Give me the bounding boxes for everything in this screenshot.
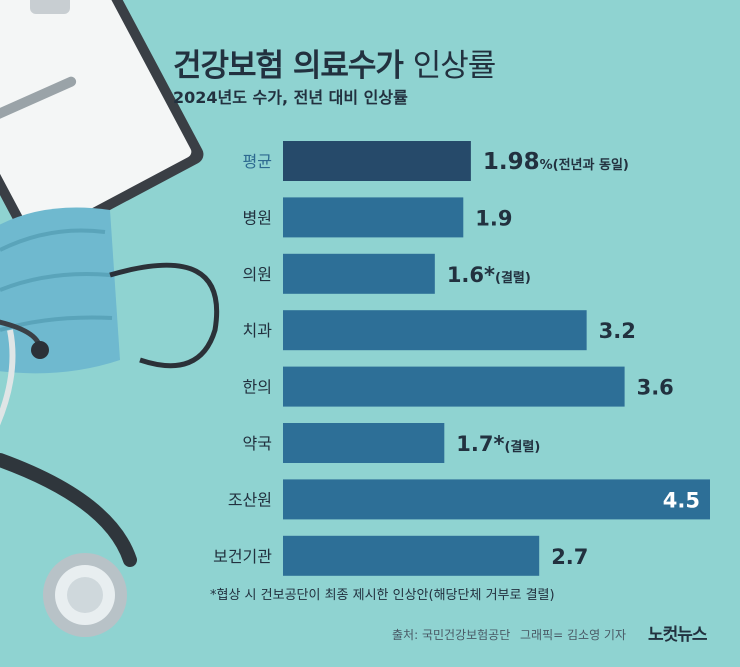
bar	[283, 423, 445, 463]
category-label: 약국	[243, 434, 272, 453]
category-label: 조산원	[228, 490, 272, 509]
clipboard-icon	[0, 0, 204, 249]
chart-subtitle: 2024년도 수가, 전년 대비 인상률	[173, 88, 408, 107]
data-label: 4.5	[663, 488, 700, 512]
category-label: 병원	[243, 208, 272, 227]
data-label: 3.2	[599, 319, 636, 343]
stethoscope-icon	[0, 319, 137, 637]
data-label: 1.7*(결렬)	[456, 432, 540, 456]
data-label: 1.98%(전년과 동일)	[483, 149, 629, 175]
bar	[283, 197, 464, 238]
bar	[283, 141, 471, 181]
data-annotation: %(전년과 동일)	[540, 157, 629, 173]
data-annotation: (결렬)	[495, 270, 531, 286]
bar	[283, 479, 710, 520]
category-label: 치과	[243, 321, 273, 340]
bar	[283, 253, 435, 294]
category-label: 한의	[243, 378, 272, 397]
footnote: *협상 시 건보공단이 최종 제시한 인상안(해당단체 거부로 결렬)	[210, 588, 555, 603]
data-annotation: (결렬)	[504, 439, 540, 455]
category-label: 보건기관	[213, 547, 272, 566]
bar	[283, 366, 625, 407]
chart-title-light: 인상률	[412, 48, 497, 84]
data-label: 3.6	[637, 376, 674, 400]
chart-title-bold: 건강보험 의료수가	[173, 48, 404, 84]
nocutnews-logo: 노컷뉴스	[648, 625, 708, 645]
data-label: 1.6*(결렬)	[447, 263, 531, 287]
data-label: 1.9	[475, 206, 512, 230]
bar	[283, 535, 540, 576]
category-label: 의원	[243, 265, 272, 284]
chart-title: 건강보험 의료수가 인상률	[173, 40, 497, 85]
bar	[283, 310, 587, 351]
data-label: 2.7	[551, 545, 588, 569]
source-credit: 출처: 국민건강보험공단	[392, 628, 511, 642]
category-label: 평균	[243, 152, 272, 171]
graphic-credit: 그래픽= 김소영 기자	[520, 628, 627, 642]
